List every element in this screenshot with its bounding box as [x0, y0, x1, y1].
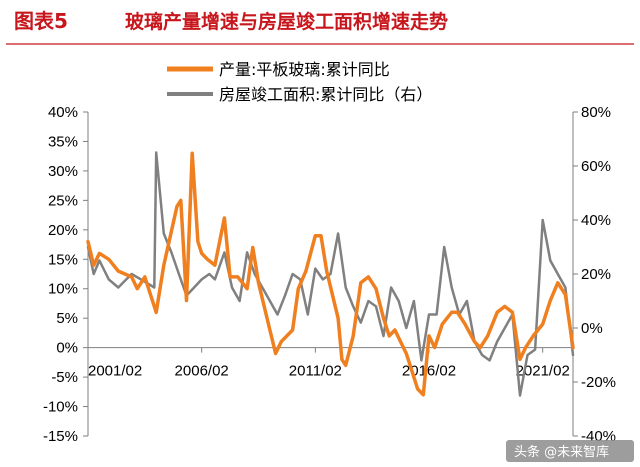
- left-tick-label: 40%: [48, 104, 78, 121]
- left-tick-label: 30%: [48, 163, 78, 180]
- legend-label-completion: 房屋竣工面积:累计同比（右）: [219, 85, 432, 104]
- x-tick-label: 2021/02: [516, 363, 570, 380]
- x-tick-label: 2006/02: [175, 363, 229, 380]
- right-tick-label: 0%: [581, 320, 603, 337]
- right-tick-label: -20%: [581, 374, 616, 391]
- chart-title: 玻璃产量增速与房屋竣工面积增速走势: [125, 10, 448, 33]
- right-tick-label: 60%: [581, 158, 611, 175]
- right-tick-label: 20%: [581, 266, 611, 283]
- left-tick-label: 0%: [56, 340, 78, 357]
- left-tick-label: 35%: [48, 133, 78, 150]
- left-tick-label: -10%: [43, 399, 78, 416]
- left-tick-label: -5%: [51, 369, 78, 386]
- left-axis: -15% -10% -5% 0% 5% 10% 15% 20% 25% 30% 35% 40%: [43, 104, 89, 445]
- series-layer: [86, 151, 575, 397]
- watermark: 头条 @未来智库: [506, 440, 634, 462]
- x-tick-label: 2001/02: [88, 363, 142, 380]
- left-tick-label: 20%: [48, 222, 78, 239]
- left-tick-label: 25%: [48, 192, 78, 209]
- x-axis: 2001/02 2006/02 2011/02 2016/02 2021/02: [87, 347, 573, 380]
- left-tick-label: 5%: [56, 310, 78, 327]
- x-tick-label: 2011/02: [289, 363, 342, 380]
- right-axis: -40%-20%0%20%40%60%80%: [572, 104, 616, 445]
- left-tick-label: 15%: [48, 251, 78, 268]
- x-tick-label: 2016/02: [402, 363, 456, 380]
- right-tick-label: 40%: [581, 212, 611, 229]
- watermark-text: 头条 @未来智库: [514, 444, 609, 460]
- watermark-background: [506, 440, 634, 462]
- series-line-completion: [86, 151, 575, 397]
- left-tick-label: -15%: [43, 428, 78, 445]
- figure-number: 图表5: [14, 9, 68, 33]
- right-tick-label: 80%: [581, 104, 611, 121]
- series-line-production: [86, 151, 575, 397]
- legend: 产量:平板玻璃:累计同比 房屋竣工面积:累计同比（右）: [167, 60, 432, 104]
- legend-label-production: 产量:平板玻璃:累计同比: [219, 60, 390, 79]
- left-tick-label: 10%: [48, 281, 78, 298]
